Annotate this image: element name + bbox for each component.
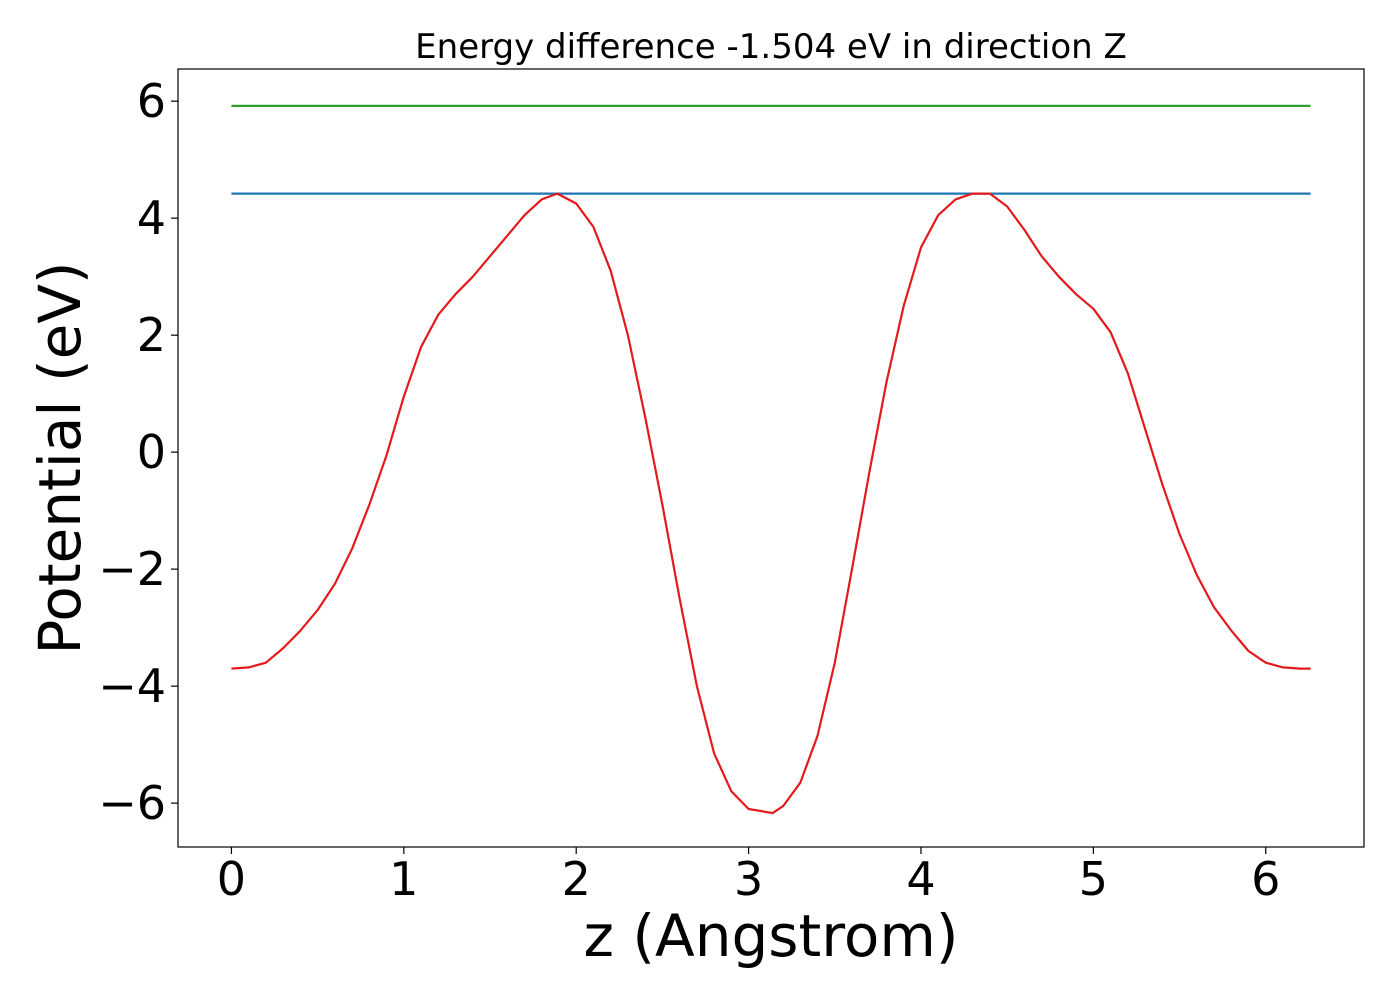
series-layer: [231, 104, 1311, 815]
plot-area: [177, 68, 1365, 848]
chart-title: Energy difference -1.504 eV in direction…: [415, 27, 1127, 67]
x-tick-label: 0: [217, 852, 246, 906]
x-tick-label: 4: [906, 852, 935, 906]
y-tick-label: −4: [98, 659, 166, 713]
x-axis-label: z (Angstrom): [584, 902, 959, 970]
y-axis-label: Potential (eV): [26, 261, 94, 654]
x-tick-label: 3: [734, 852, 763, 906]
y-tick-label: −6: [98, 776, 166, 830]
y-tick-label: 2: [137, 308, 166, 362]
y-tick-label: 6: [137, 74, 166, 128]
x-axis-ticks: 0 1 2 3 4 5 6: [217, 847, 1280, 906]
x-tick-label: 6: [1251, 852, 1280, 906]
axes-frame: [177, 68, 1365, 848]
series-line-2: [231, 192, 1311, 815]
y-tick-label: 0: [137, 425, 166, 479]
y-axis-ticks: −6 −4 −2 0 2 4 6: [98, 74, 178, 830]
y-tick-label: −2: [98, 542, 166, 596]
x-tick-label: 2: [562, 852, 591, 906]
x-tick-label: 5: [1079, 852, 1108, 906]
y-tick-label: 4: [137, 191, 166, 245]
x-tick-label: 1: [389, 852, 418, 906]
